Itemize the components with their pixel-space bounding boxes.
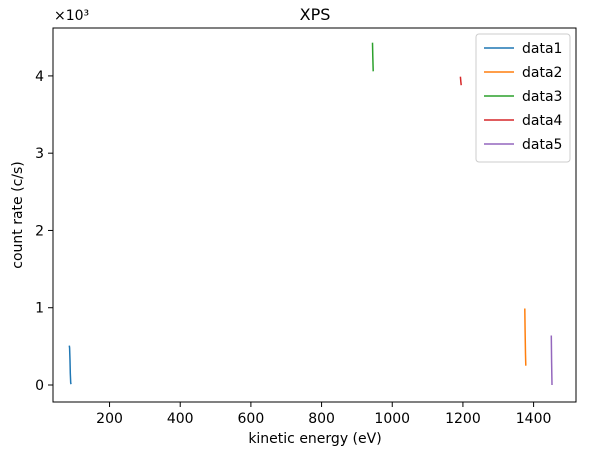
x-tick-label: 200 <box>96 411 123 427</box>
legend-label-data1: data1 <box>522 41 562 57</box>
y-tick-label: 0 <box>35 378 44 394</box>
x-tick-label: 1200 <box>445 411 481 427</box>
series-line-data2 <box>524 308 527 366</box>
y-tick-label: 1 <box>35 301 44 317</box>
y-tick-label: 4 <box>35 69 44 85</box>
x-axis-label: kinetic energy (eV) <box>248 431 381 447</box>
series-line-data3 <box>371 42 374 72</box>
x-tick-label: 800 <box>308 411 335 427</box>
y-tick-label: 2 <box>35 223 44 239</box>
x-tick-label: 400 <box>167 411 194 427</box>
y-axis-label: count rate (c/s) <box>10 161 26 268</box>
legend-label-data3: data3 <box>522 89 562 105</box>
chart-title: XPS <box>300 5 331 24</box>
x-tick-label: 1400 <box>516 411 552 427</box>
legend-box <box>475 33 571 163</box>
y-tick-label: 3 <box>35 146 44 162</box>
y-offset-label: ×10³ <box>54 8 89 24</box>
legend-label-data4: data4 <box>522 113 563 129</box>
series-line-data1 <box>68 345 72 385</box>
x-tick-label: 600 <box>238 411 265 427</box>
plot-area: 200 400 600 800 1000 1200 1400 0 1 2 3 4 data1 data2 d… <box>35 27 577 427</box>
series-line-data5 <box>550 335 553 386</box>
x-tick-label: 1000 <box>374 411 410 427</box>
legend-label-data5: data5 <box>522 137 562 153</box>
series-line-data4 <box>459 76 462 86</box>
legend-label-data2: data2 <box>522 65 562 81</box>
plot-frame <box>52 27 577 403</box>
